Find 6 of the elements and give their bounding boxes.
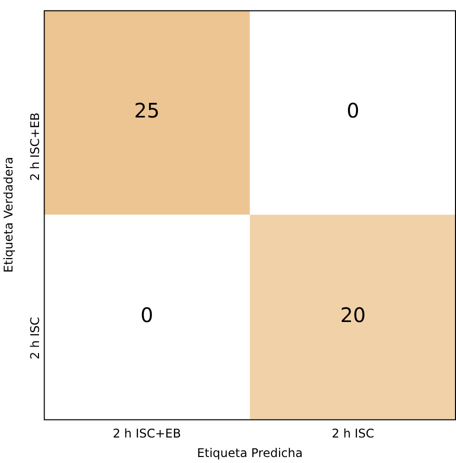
data-label: 25	[134, 98, 160, 123]
data-label: 0	[346, 98, 360, 123]
data-label: 0	[140, 303, 154, 328]
y-axis-title: Etiqueta Verdadera	[1, 156, 16, 273]
data-label: 20	[340, 303, 366, 328]
x-axis-title: Etiqueta Predicha	[197, 446, 303, 460]
